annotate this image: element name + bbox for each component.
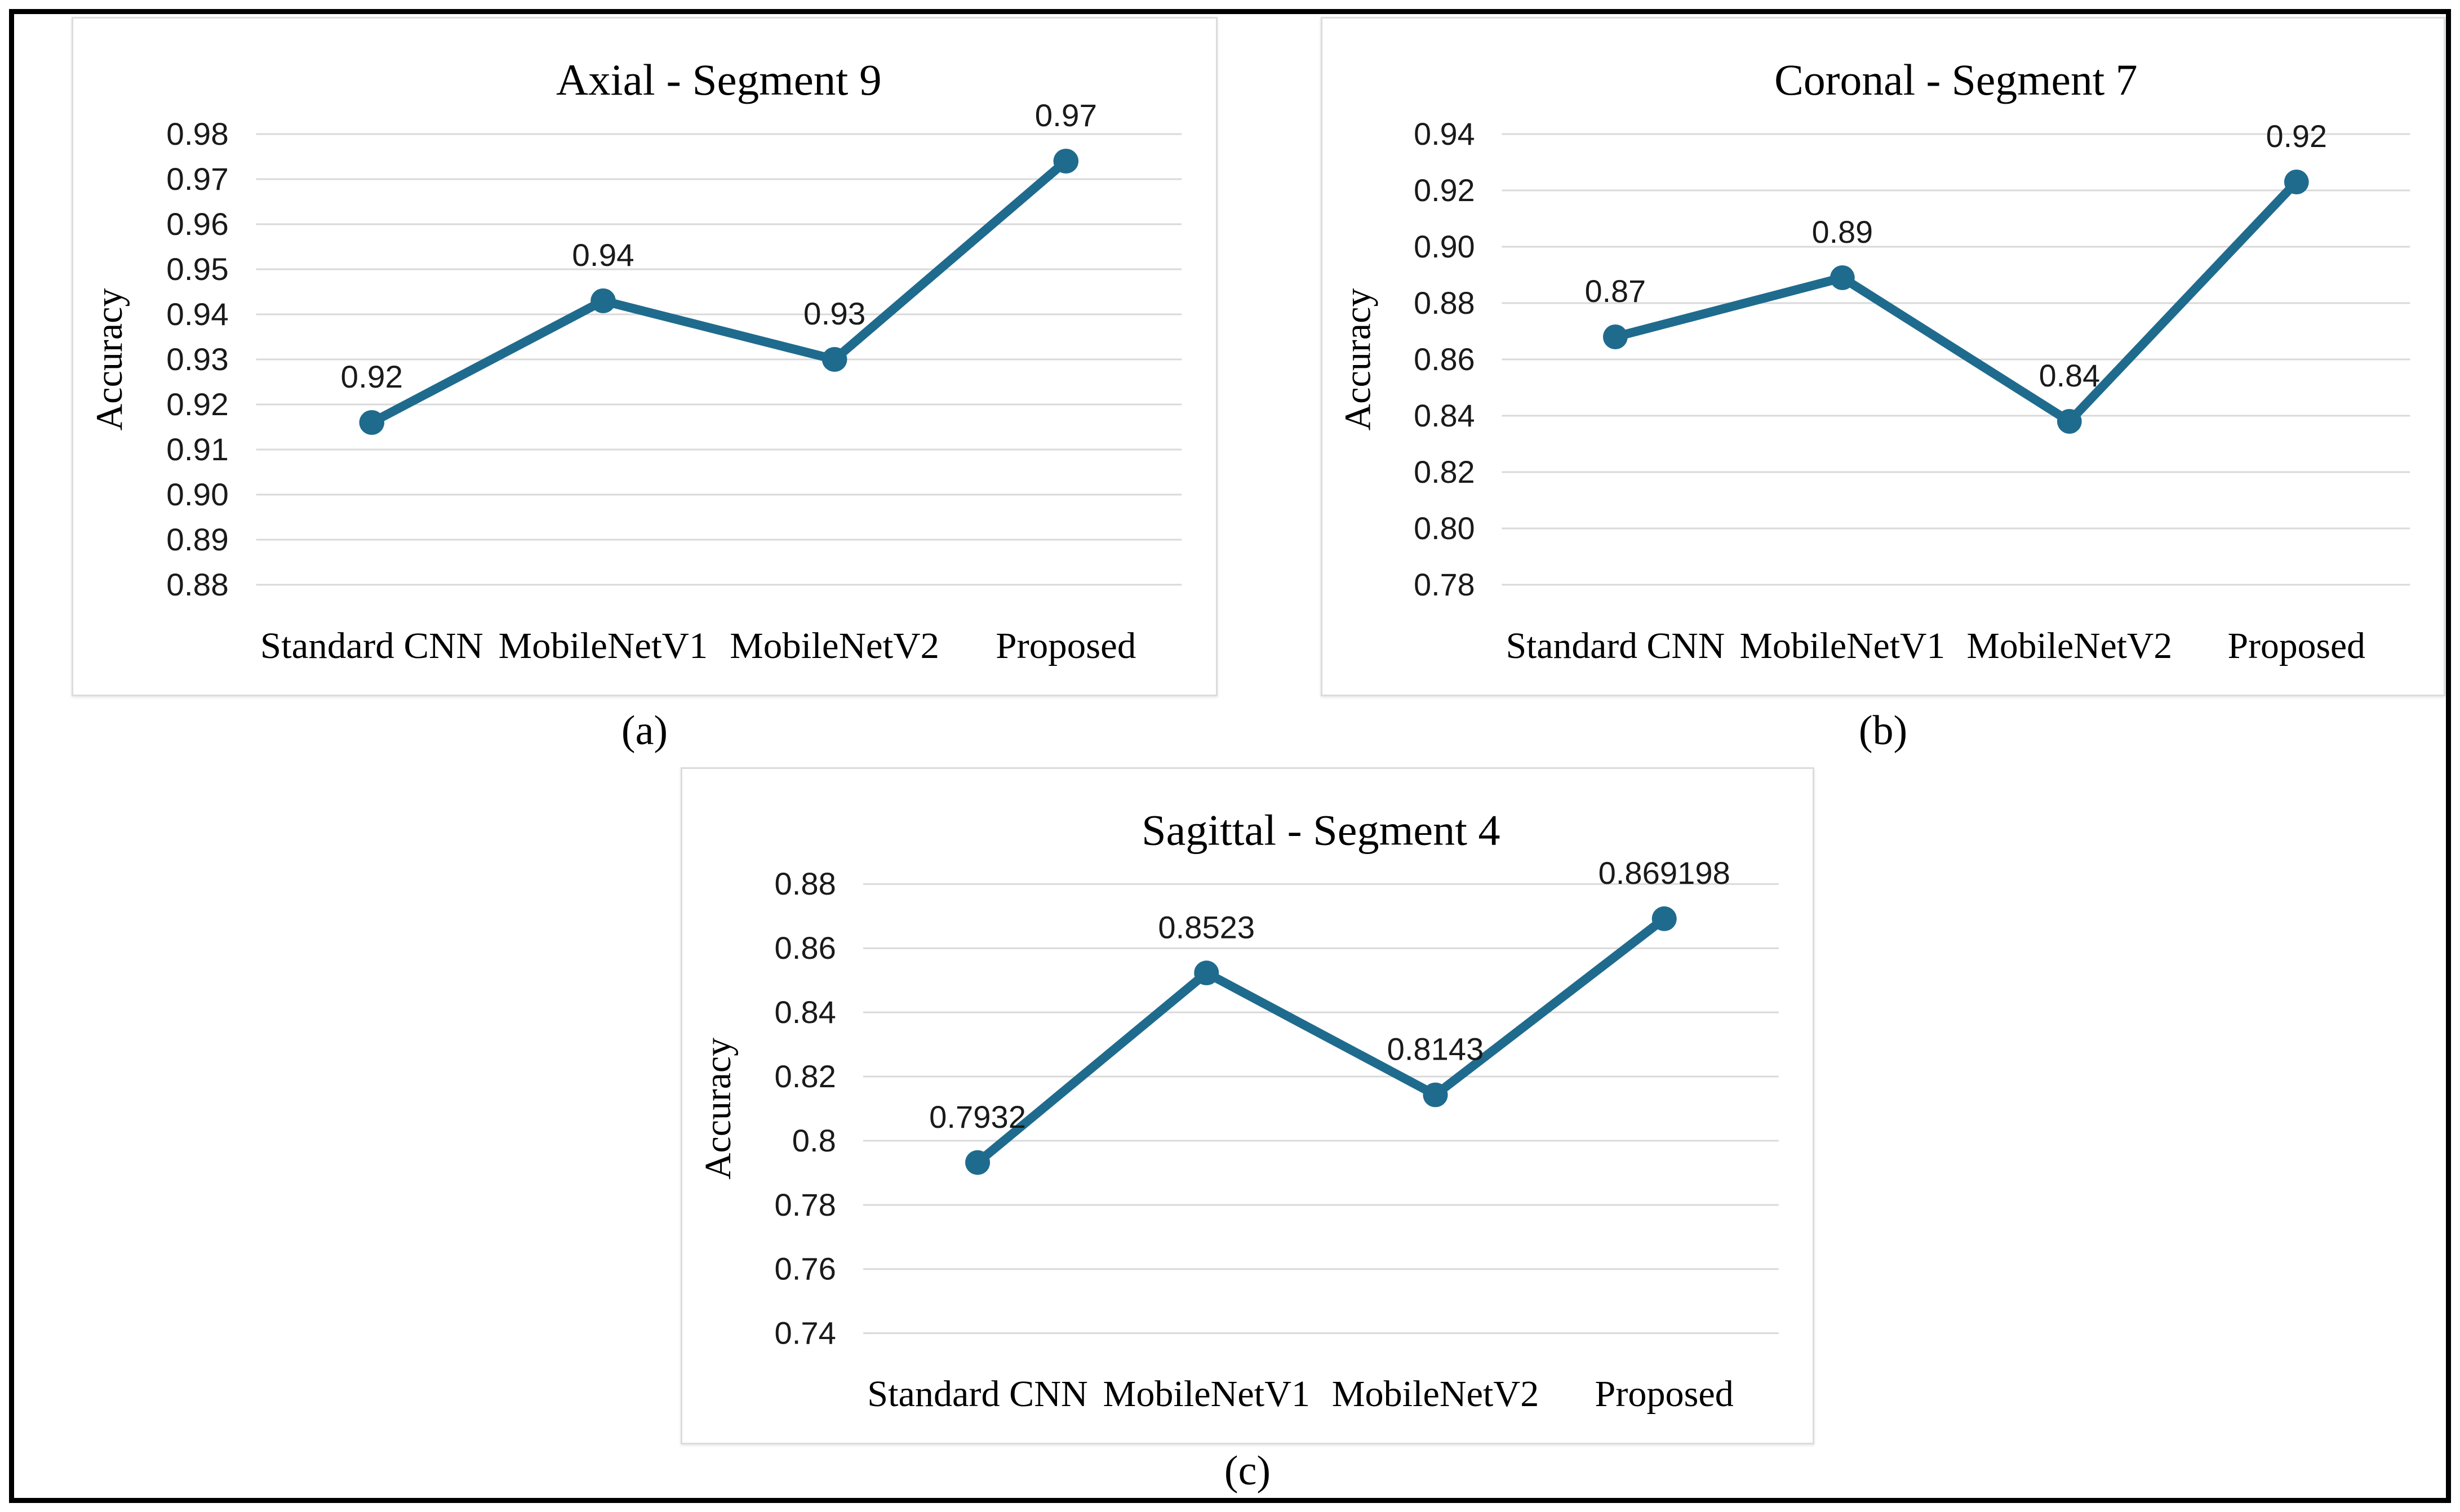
series-line bbox=[973, 914, 1669, 1167]
y-tick-label: 0.86 bbox=[775, 930, 836, 966]
y-tick-label: 0.84 bbox=[1414, 398, 1475, 433]
y-tick-label: 0.74 bbox=[775, 1315, 836, 1351]
data-point-label: 0.94 bbox=[572, 237, 634, 273]
x-category-label: Proposed bbox=[996, 625, 1136, 666]
data-point-marker bbox=[2057, 409, 2082, 434]
series-line bbox=[1610, 177, 2301, 426]
chart-panel-axial: 0.98 0.97 0.96 0.95 0.94 0.93 0.92 0.91 0.90 0.89… bbox=[72, 17, 1218, 696]
data-point-marker bbox=[359, 410, 385, 435]
data-point-marker bbox=[1053, 149, 1079, 174]
x-category-label: Proposed bbox=[1595, 1373, 1734, 1415]
data-point-marker bbox=[1194, 960, 1219, 986]
subfigure-caption-b: (b) bbox=[1858, 708, 1908, 754]
chart-title: Coronal - Segment 7 bbox=[1774, 56, 2137, 104]
x-category-label: Standard CNN bbox=[1506, 625, 1725, 666]
y-tick-label: 0.82 bbox=[1414, 454, 1475, 490]
subfigure-caption-c: (c) bbox=[1224, 1448, 1271, 1494]
series-line bbox=[367, 157, 1071, 427]
data-point-marker bbox=[822, 347, 847, 372]
chart-panel-sagittal: 0.88 0.86 0.84 0.82 0.8 0.78 0.76 0.74 Sagittal … bbox=[681, 767, 1814, 1444]
y-tick-label: 0.88 bbox=[166, 567, 228, 602]
y-axis-label: Accuracy bbox=[1338, 288, 1379, 431]
y-tick-label: 0.94 bbox=[1414, 116, 1475, 152]
y-tick-label: 0.82 bbox=[775, 1059, 836, 1094]
x-category-label: MobileNetV1 bbox=[1739, 625, 1945, 666]
y-tick-label: 0.8 bbox=[792, 1123, 836, 1158]
chart-title: Sagittal - Segment 4 bbox=[1142, 806, 1500, 855]
y-tick-label: 0.98 bbox=[166, 116, 228, 152]
y-tick-label: 0.94 bbox=[166, 296, 228, 332]
data-point-label: 0.84 bbox=[2039, 358, 2100, 393]
data-point-marker bbox=[1423, 1082, 1448, 1108]
data-point-label: 0.92 bbox=[2266, 118, 2327, 154]
x-category-label: MobileNetV1 bbox=[499, 625, 708, 666]
y-tick-label: 0.92 bbox=[166, 386, 228, 422]
data-point-label: 0.92 bbox=[341, 359, 403, 394]
y-tick-label: 0.78 bbox=[775, 1187, 836, 1222]
y-tick-label: 0.93 bbox=[166, 341, 228, 377]
y-tick-label: 0.89 bbox=[166, 522, 228, 557]
y-tick-label: 0.90 bbox=[1414, 229, 1475, 264]
sagittal-line-chart: 0.88 0.86 0.84 0.82 0.8 0.78 0.76 0.74 Sagittal … bbox=[698, 806, 1779, 1415]
y-tick-label: 0.95 bbox=[166, 251, 228, 287]
x-category-label: MobileNetV2 bbox=[1332, 1373, 1539, 1415]
data-point-label: 0.97 bbox=[1035, 97, 1097, 133]
data-point-marker bbox=[2284, 170, 2309, 194]
data-point-marker bbox=[1602, 324, 1628, 349]
x-category-label: MobileNetV2 bbox=[730, 625, 939, 666]
chart-panel-coronal: 0.94 0.92 0.90 0.88 0.86 0.84 0.82 0.80 0.78 Coro… bbox=[1321, 17, 2445, 696]
y-tick-label: 0.86 bbox=[1414, 341, 1475, 377]
coronal-line-chart: 0.94 0.92 0.90 0.88 0.86 0.84 0.82 0.80 0.78 Coro… bbox=[1338, 56, 2410, 666]
x-category-label: Standard CNN bbox=[867, 1373, 1088, 1415]
y-tick-label: 0.88 bbox=[1414, 285, 1475, 321]
y-tick-label: 0.84 bbox=[775, 994, 836, 1030]
y-tick-label: 0.96 bbox=[166, 206, 228, 242]
data-point-marker bbox=[590, 288, 616, 313]
data-point-label: 0.89 bbox=[1812, 214, 1873, 250]
data-point-label: 0.8143 bbox=[1387, 1031, 1484, 1067]
y-tick-label: 0.78 bbox=[1414, 567, 1475, 602]
y-tick-label: 0.97 bbox=[166, 161, 228, 197]
data-point-marker bbox=[1830, 265, 1855, 290]
y-tick-label: 0.92 bbox=[1414, 172, 1475, 208]
x-category-label: MobileNetV2 bbox=[1966, 625, 2172, 666]
y-axis-label: Accuracy bbox=[698, 1038, 739, 1180]
y-tick-label: 0.88 bbox=[775, 866, 836, 901]
y-axis-label: Accuracy bbox=[89, 288, 131, 431]
data-point-label: 0.869198 bbox=[1598, 855, 1730, 891]
data-point-label: 0.7932 bbox=[929, 1099, 1026, 1135]
data-point-label: 0.87 bbox=[1585, 273, 1646, 309]
x-category-label: Standard CNN bbox=[260, 625, 483, 666]
y-tick-label: 0.76 bbox=[775, 1251, 836, 1287]
axial-line-chart: 0.98 0.97 0.96 0.95 0.94 0.93 0.92 0.91 0.90 0.89… bbox=[89, 55, 1182, 666]
y-tick-label: 0.90 bbox=[166, 477, 228, 512]
data-point-marker bbox=[965, 1150, 991, 1175]
data-point-label: 0.93 bbox=[803, 296, 865, 331]
subfigure-caption-a: (a) bbox=[621, 708, 668, 754]
x-category-label: MobileNetV1 bbox=[1103, 1373, 1310, 1415]
data-point-marker bbox=[1651, 906, 1677, 931]
x-category-label: Proposed bbox=[2228, 625, 2365, 666]
y-tick-label: 0.91 bbox=[166, 432, 228, 467]
data-point-label: 0.8523 bbox=[1158, 909, 1255, 945]
chart-title: Axial - Segment 9 bbox=[556, 55, 882, 104]
y-tick-label: 0.80 bbox=[1414, 510, 1475, 546]
